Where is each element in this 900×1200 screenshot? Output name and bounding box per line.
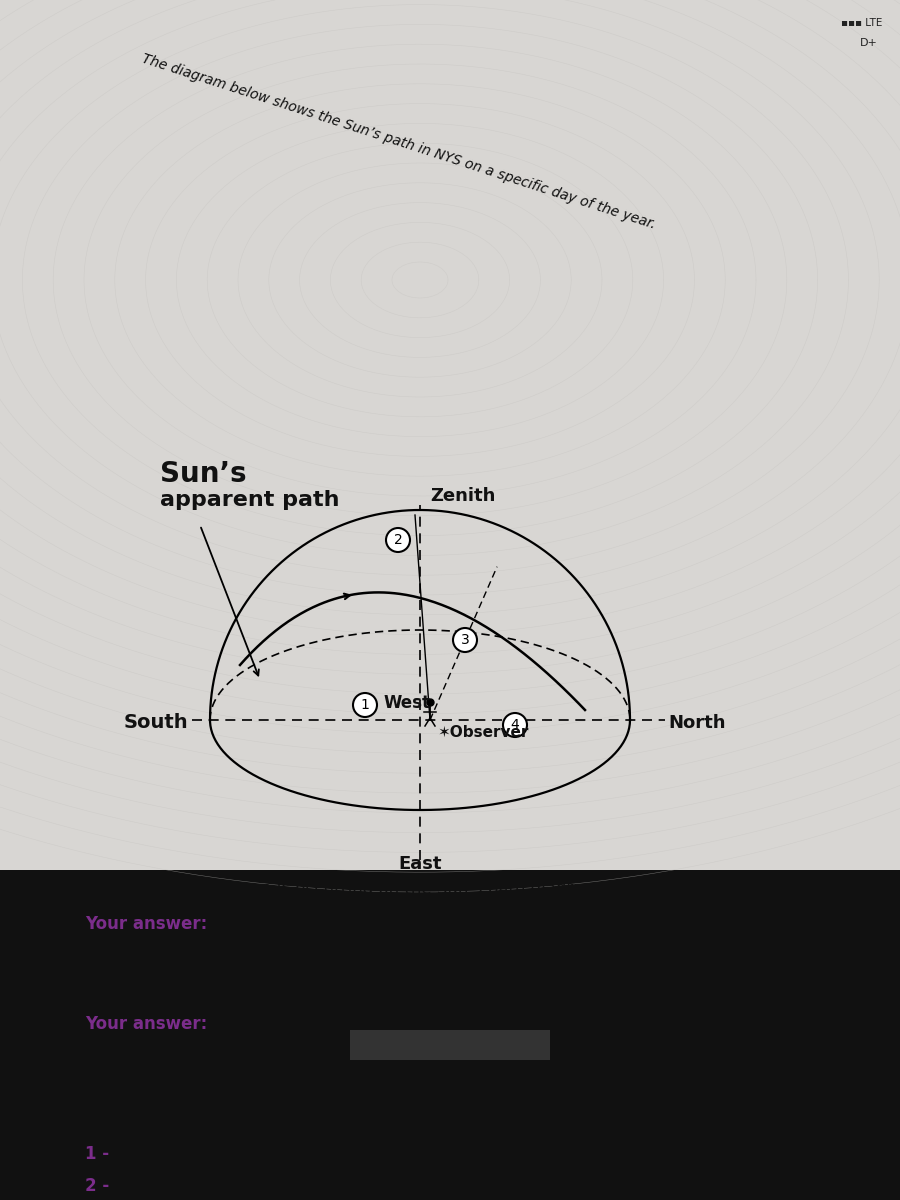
Text: Zenith: Zenith	[430, 487, 495, 505]
Text: 2.: 2.	[60, 980, 79, 998]
Text: 3.: 3.	[60, 1080, 79, 1098]
Text: 2: 2	[393, 533, 402, 547]
Text: What date and season is occurring on the Sun’s path diagram above?: What date and season is occurring on the…	[85, 880, 664, 898]
Text: 3: 3	[461, 634, 470, 647]
Text: State the approximate time of day occurring at each position in the diagram: State the approximate time of day occurr…	[85, 1080, 720, 1098]
Text: apparent path: apparent path	[160, 490, 339, 510]
Circle shape	[353, 692, 377, 716]
Circle shape	[503, 713, 527, 737]
Circle shape	[386, 528, 410, 552]
Text: The diagram below shows the Sun’s path in NYS on a specific day of the year.: The diagram below shows the Sun’s path i…	[140, 52, 657, 232]
Text: South: South	[123, 714, 188, 732]
Text: North: North	[668, 714, 725, 732]
Text: above.: above.	[85, 1110, 141, 1128]
Text: Explain why position 4 would cause the person to have the longest shadow.: Explain why position 4 would cause the p…	[85, 980, 715, 998]
Text: East: East	[398, 854, 442, 874]
Text: 2 -: 2 -	[85, 1177, 109, 1195]
Text: 4: 4	[510, 718, 519, 732]
Text: ▪▪▪ LTE: ▪▪▪ LTE	[841, 18, 882, 28]
Text: Your answer:: Your answer:	[85, 1015, 207, 1033]
Text: ✶Observer: ✶Observer	[438, 725, 529, 740]
Text: 1 -: 1 -	[85, 1145, 109, 1163]
Bar	[0, 870, 900, 1200]
Text: Sun’s: Sun’s	[160, 460, 247, 488]
Bar	[0, 0, 900, 870]
Text: D+: D+	[860, 38, 878, 48]
Bar	[350, 1030, 550, 1060]
Text: Your answer:: Your answer:	[85, 914, 207, 934]
Text: West: West	[383, 694, 430, 712]
Circle shape	[453, 628, 477, 652]
Text: 1: 1	[361, 698, 369, 712]
Text: 1.: 1.	[60, 880, 79, 898]
